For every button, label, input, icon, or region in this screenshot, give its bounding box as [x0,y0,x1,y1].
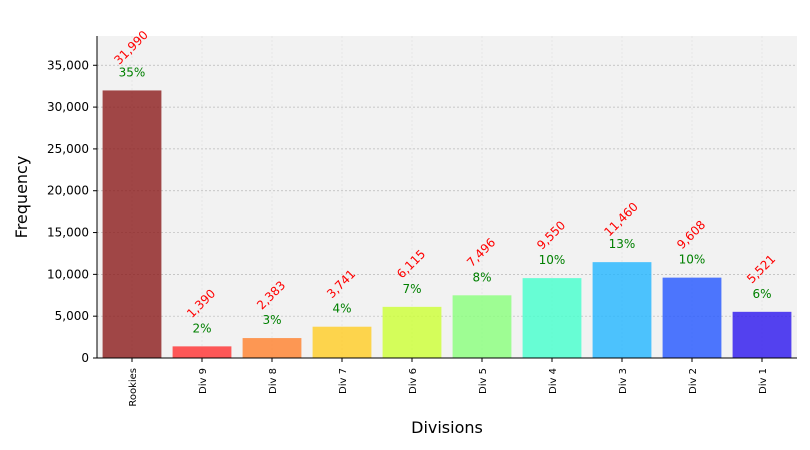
x-tick-label: Div 4 [548,368,559,394]
percent-label: 4% [332,302,351,316]
bar-div-9 [172,346,232,358]
bars [102,90,792,359]
bar-rookies [102,90,162,359]
x-tick-label: Div 8 [268,368,279,394]
percent-label: 6% [752,287,771,301]
x-tick-label: Div 6 [408,368,419,394]
percent-label: 35% [119,65,146,79]
y-tick-label: 10,000 [47,267,89,281]
x-tick-label: Div 7 [338,368,349,394]
bar-div-8 [242,338,302,358]
percent-label: 2% [192,321,211,335]
y-axis: 0 5,000 10,000 15,000 20,000 25,000 30,000 35,0… [47,36,98,365]
y-tick-label: 5,000 [55,309,89,323]
percent-labels: 35% 2% 3% 4% 7% 8% 10% 13% 10% 6% [119,65,772,335]
y-tick-label: 30,000 [47,100,89,114]
bar-div-7 [312,326,372,358]
percent-label: 10% [679,253,706,267]
y-tick-label: 15,000 [47,226,89,240]
x-tick-label: Div 3 [618,368,629,394]
bar-div-1 [732,311,792,358]
x-axis-title: Divisions [411,418,483,437]
x-tick-label: Div 1 [758,368,769,394]
percent-label: 10% [539,253,566,267]
x-tick-label: Rookies [128,368,139,407]
percent-label: 3% [262,313,281,327]
bar-div-2 [662,277,722,358]
x-tick-label: Div 5 [478,368,489,394]
bar-div-6 [382,306,442,358]
percent-label: 8% [472,270,491,284]
x-tick-label: Div 2 [688,368,699,394]
x-axis: Rookies Div 9 Div 8 Div 7 Div 6 Div 5 Div 4 Div… [97,357,797,407]
bar-div-4 [522,278,582,358]
x-tick-label: Div 9 [198,368,209,394]
y-axis-title: Frequency [12,156,31,239]
bar-div-5 [452,295,512,358]
bar-div-3 [592,262,652,358]
y-tick-label: 20,000 [47,184,89,198]
y-tick-label: 0 [81,351,89,365]
percent-label: 7% [402,282,421,296]
percent-label: 13% [609,237,636,251]
y-tick-label: 25,000 [47,142,89,156]
y-tick-label: 35,000 [47,58,89,72]
